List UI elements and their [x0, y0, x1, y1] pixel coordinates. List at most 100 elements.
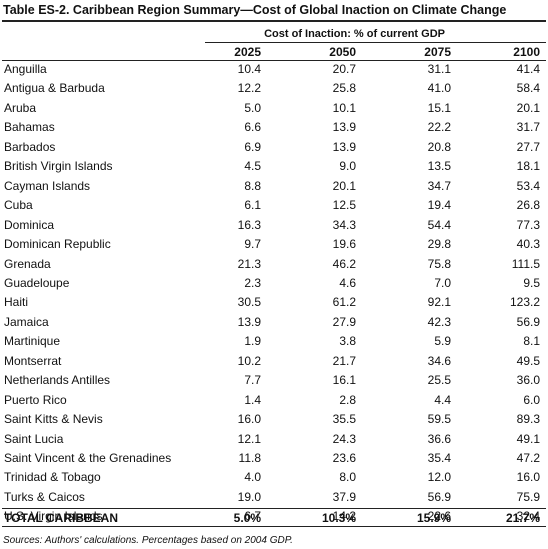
cell: 89.3 [516, 412, 540, 427]
cell: 27.7 [516, 139, 540, 154]
cell: 21.7 [332, 353, 356, 368]
row-label: Dominica [4, 217, 55, 232]
cell: 4.5 [244, 159, 261, 174]
column-header: 2025 [234, 45, 261, 59]
cell: 59.5 [427, 412, 451, 427]
total-top-rule [2, 508, 546, 509]
cell: 12.1 [237, 431, 261, 446]
cell: 46.2 [332, 256, 356, 271]
row-label: Grenada [4, 256, 51, 271]
cell: 20.8 [427, 139, 451, 154]
cell: 37.9 [332, 489, 356, 504]
cell: 10.1 [332, 100, 356, 115]
cell: 56.9 [516, 314, 540, 329]
cell: 34.3 [332, 217, 356, 232]
cell: 2.3 [244, 275, 261, 290]
row-label: Cuba [4, 198, 33, 213]
cell: 111.5 [511, 256, 540, 271]
cell: 26.8 [516, 198, 540, 213]
cell: 19.0 [237, 489, 261, 504]
cell: 19.6 [332, 237, 356, 252]
cell: 22.2 [427, 120, 451, 135]
cell: 9.5 [523, 275, 540, 290]
cell: 41.0 [427, 81, 451, 96]
cell: 10.2 [237, 353, 261, 368]
group-rule [205, 42, 546, 43]
cell: 3.8 [339, 334, 356, 349]
cell: 4.4 [434, 392, 451, 407]
cell: 22.6 [427, 509, 451, 524]
cell: 20.1 [516, 100, 540, 115]
cell: 25.8 [332, 81, 356, 96]
cell: 6.0 [523, 392, 540, 407]
total-cell: 5.0% [233, 511, 261, 525]
row-label: U.S. Virgin Islands [4, 509, 103, 524]
row-label: Puerto Rico [4, 392, 67, 407]
source-note: Sources: Authors' calculations. Percenta… [3, 535, 293, 546]
cell: 16.0 [237, 412, 261, 427]
row-label: Montserrat [4, 353, 62, 368]
cell: 35.4 [427, 451, 451, 465]
row-label: Trinidad & Tobago [4, 470, 101, 485]
cell: 13.9 [332, 139, 356, 154]
cell: 42.3 [427, 314, 451, 329]
column-header: 2075 [424, 45, 451, 59]
total-cell: 21.7% [505, 511, 540, 525]
cell: 20.1 [332, 178, 356, 193]
cell: 12.0 [427, 470, 451, 485]
row-label: British Virgin Islands [4, 159, 113, 174]
cell: 12.5 [332, 198, 356, 213]
cell: 1.9 [244, 334, 261, 349]
cell: 36.6 [427, 431, 451, 446]
cell: 56.9 [427, 489, 451, 504]
cell: 18.1 [516, 159, 540, 174]
title-rule [2, 20, 546, 22]
group-header: Cost of Inaction: % of current GDP [264, 28, 445, 40]
cell: 30.5 [237, 295, 261, 310]
row-label: Saint Vincent & the Grenadines [4, 451, 172, 465]
cell: 20.7 [332, 62, 356, 76]
row-label: Haiti [4, 295, 29, 310]
cell: 6.6 [244, 120, 261, 135]
row-label: Aruba [4, 100, 37, 115]
cell: 4.0 [244, 470, 261, 485]
cell: 123.2 [509, 295, 540, 310]
cell: 6.7 [244, 509, 261, 524]
cell: 2.8 [339, 392, 356, 407]
total-cell: 10.3% [321, 511, 356, 525]
cell: 35.5 [332, 412, 356, 427]
cell: 8.1 [523, 334, 540, 349]
cell: 75.9 [516, 489, 540, 504]
cell: 7.0 [434, 275, 451, 290]
total-cell: 15.9% [416, 511, 451, 525]
total-bottom-rule [2, 526, 546, 527]
cell: 16.1 [332, 373, 356, 388]
cell: 7.7 [244, 373, 261, 388]
cell: 5.9 [434, 334, 451, 349]
cell: 19.4 [427, 198, 451, 213]
cell: 27.9 [332, 314, 356, 329]
row-label: Saint Lucia [4, 431, 64, 446]
cell: 13.5 [427, 159, 451, 174]
cell: 10.4 [237, 62, 261, 76]
cell: 54.4 [427, 217, 451, 232]
cell: 32.4 [516, 509, 540, 524]
cell: 34.7 [427, 178, 451, 193]
cell: 47.2 [516, 451, 540, 465]
cell: 31.1 [427, 62, 451, 76]
cell: 9.0 [339, 159, 356, 174]
row-label: Saint Kitts & Nevis [4, 412, 103, 427]
cell: 31.7 [516, 120, 540, 135]
cell: 13.9 [237, 314, 261, 329]
cell: 77.3 [516, 217, 540, 232]
row-label: Dominican Republic [4, 237, 111, 252]
cell: 23.6 [332, 451, 356, 465]
cell: 12.2 [237, 81, 261, 96]
row-label: Jamaica [4, 314, 49, 329]
cell: 92.1 [427, 295, 451, 310]
table-title: Table ES-2. Caribbean Region Summary—Cos… [3, 3, 507, 17]
cell: 29.8 [427, 237, 451, 252]
row-label: Bahamas [4, 120, 55, 135]
cell: 58.4 [516, 81, 540, 96]
